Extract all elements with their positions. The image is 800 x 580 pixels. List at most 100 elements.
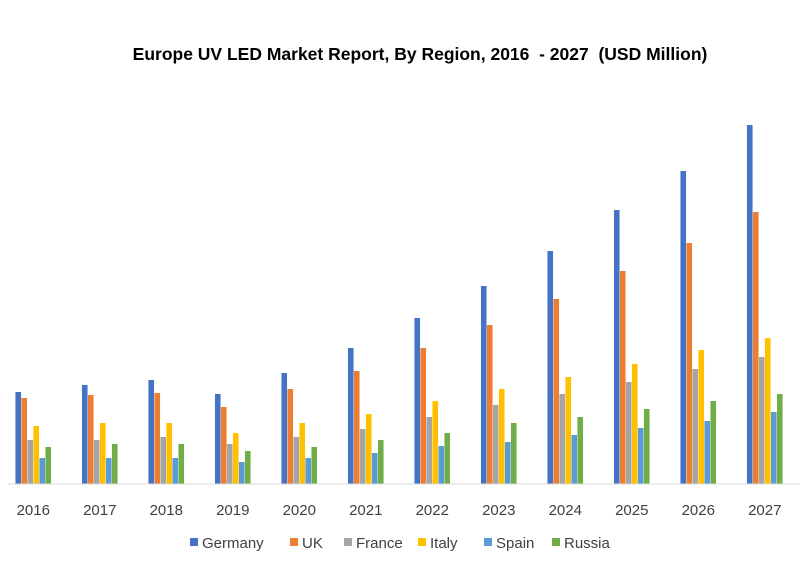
- bar-france-2021: [359, 429, 366, 484]
- bars-layer: [15, 125, 783, 484]
- legend-swatch-spain: [484, 538, 492, 546]
- bar-france-2020: [293, 437, 300, 484]
- bar-germany-2024: [547, 251, 554, 484]
- legend-item-italy: Italy: [418, 535, 458, 552]
- bar-spain-2026: [704, 421, 711, 484]
- legend-label-france: France: [356, 535, 403, 552]
- bar-uk-2019: [220, 407, 227, 484]
- bar-italy-2016: [33, 426, 40, 484]
- bar-italy-2022: [432, 401, 439, 484]
- bar-russia-2025: [643, 409, 650, 484]
- legend-swatch-russia: [552, 538, 560, 546]
- bar-germany-2026: [680, 171, 687, 484]
- bar-italy-2018: [166, 423, 173, 484]
- x-tick-label-2022: 2022: [416, 502, 449, 519]
- x-tick-labels: 2016 2017 2018 2019 2020 2021 2022 2023 2024 2025…: [17, 502, 782, 519]
- x-tick-label-2018: 2018: [150, 502, 183, 519]
- bar-uk-2018: [154, 393, 161, 484]
- bar-russia-2017: [111, 444, 118, 484]
- bar-russia-2021: [377, 440, 384, 484]
- bar-spain-2018: [172, 458, 179, 484]
- bar-germany-2017: [81, 385, 88, 484]
- bar-uk-2026: [686, 243, 693, 484]
- bar-italy-2017: [99, 423, 106, 484]
- bar-russia-2024: [577, 417, 584, 484]
- bar-russia-2022: [444, 433, 451, 484]
- bar-russia-2018: [178, 444, 185, 484]
- bar-russia-2016: [45, 447, 52, 484]
- bar-france-2026: [692, 369, 699, 484]
- bar-spain-2020: [305, 458, 312, 484]
- legend-item-germany: Germany: [190, 535, 264, 552]
- bar-germany-2020: [281, 373, 288, 484]
- bar-russia-2026: [710, 401, 717, 484]
- bar-italy-2020: [299, 423, 306, 484]
- legend-label-germany: Germany: [202, 535, 264, 552]
- bar-spain-2024: [571, 435, 578, 484]
- bar-russia-2019: [244, 451, 251, 484]
- bar-italy-2021: [365, 414, 372, 484]
- legend: Germany UK France Italy Spain Russia: [190, 535, 611, 552]
- x-tick-label-2027: 2027: [748, 502, 781, 519]
- legend-item-uk: UK: [290, 535, 323, 552]
- bar-uk-2016: [21, 398, 28, 484]
- x-tick-label-2024: 2024: [549, 502, 582, 519]
- legend-label-uk: UK: [302, 535, 323, 552]
- x-tick-label-2017: 2017: [83, 502, 116, 519]
- bar-uk-2024: [553, 299, 560, 484]
- bar-france-2027: [758, 357, 765, 484]
- chart-title: Europe UV LED Market Report, By Region, …: [132, 44, 708, 64]
- legend-swatch-france: [344, 538, 352, 546]
- bar-germany-2023: [480, 286, 487, 484]
- legend-item-spain: Spain: [484, 535, 534, 552]
- bar-germany-2018: [148, 380, 155, 484]
- x-tick-label-2025: 2025: [615, 502, 648, 519]
- x-tick-label-2016: 2016: [17, 502, 50, 519]
- bar-italy-2027: [764, 338, 771, 484]
- bar-spain-2017: [105, 458, 112, 484]
- bar-france-2024: [559, 394, 566, 484]
- legend-label-spain: Spain: [496, 535, 534, 552]
- bar-france-2022: [426, 417, 433, 484]
- bar-germany-2022: [414, 318, 421, 484]
- bar-france-2019: [226, 444, 233, 484]
- bar-germany-2027: [746, 125, 753, 484]
- bar-france-2017: [93, 440, 100, 484]
- bar-spain-2021: [371, 453, 378, 484]
- x-tick-label-2023: 2023: [482, 502, 515, 519]
- bar-germany-2019: [214, 394, 221, 484]
- bar-spain-2027: [770, 412, 777, 484]
- bar-france-2025: [625, 382, 632, 484]
- bar-uk-2021: [353, 371, 360, 484]
- bar-spain-2022: [438, 446, 445, 484]
- bar-italy-2024: [565, 377, 572, 484]
- bar-uk-2025: [619, 271, 626, 484]
- bar-russia-2020: [311, 447, 318, 484]
- x-tick-label-2019: 2019: [216, 502, 249, 519]
- bar-italy-2025: [631, 364, 638, 484]
- bar-uk-2017: [87, 395, 94, 484]
- bar-russia-2027: [776, 394, 783, 484]
- bar-france-2018: [160, 437, 167, 484]
- bar-uk-2023: [486, 325, 493, 484]
- bar-germany-2016: [15, 392, 22, 484]
- legend-label-italy: Italy: [430, 535, 458, 552]
- bar-italy-2023: [498, 389, 505, 484]
- bar-france-2023: [492, 405, 499, 484]
- legend-label-russia: Russia: [564, 535, 611, 552]
- bar-germany-2025: [613, 210, 620, 484]
- legend-swatch-uk: [290, 538, 298, 546]
- bar-spain-2016: [39, 458, 46, 484]
- bar-france-2016: [27, 440, 34, 484]
- x-tick-label-2020: 2020: [283, 502, 316, 519]
- bar-italy-2019: [232, 433, 239, 484]
- legend-item-france: France: [344, 535, 403, 552]
- legend-swatch-italy: [418, 538, 426, 546]
- bar-uk-2027: [752, 212, 759, 484]
- bar-italy-2026: [698, 350, 705, 484]
- bar-spain-2023: [504, 442, 511, 484]
- bar-spain-2025: [637, 428, 644, 484]
- bar-uk-2020: [287, 389, 294, 484]
- legend-swatch-germany: [190, 538, 198, 546]
